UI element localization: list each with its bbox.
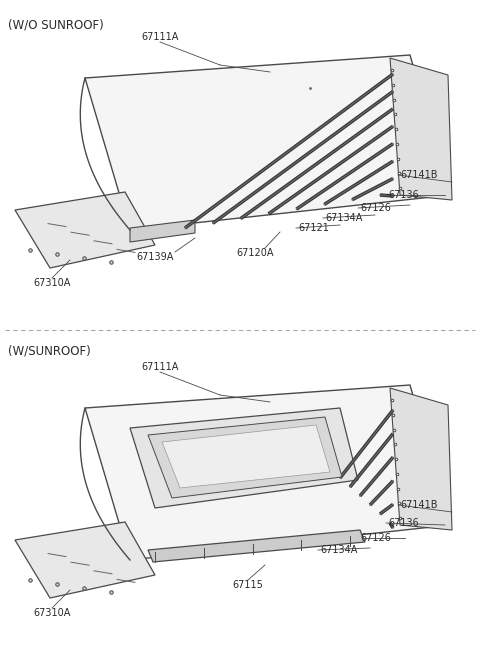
Polygon shape [15,522,155,598]
Text: 67126: 67126 [360,533,391,543]
Polygon shape [148,530,365,562]
Text: 67136: 67136 [388,518,419,528]
Text: 67134A: 67134A [320,545,358,555]
Polygon shape [148,417,342,498]
Text: 67111A: 67111A [141,32,179,42]
Text: 67310A: 67310A [33,608,71,618]
Polygon shape [162,425,330,488]
Text: 67141B: 67141B [400,500,437,510]
Text: 67115: 67115 [233,580,264,590]
Text: 67136: 67136 [388,190,419,200]
Text: 67120A: 67120A [236,248,274,258]
Text: 67121: 67121 [298,223,329,233]
Text: (W/O SUNROOF): (W/O SUNROOF) [8,18,104,31]
Text: (W/SUNROOF): (W/SUNROOF) [8,345,91,358]
Text: 67126: 67126 [360,203,391,213]
Text: 67139A: 67139A [136,252,174,262]
Polygon shape [130,408,358,508]
Text: 67310A: 67310A [33,278,71,288]
Polygon shape [390,388,452,530]
Text: 67141B: 67141B [400,170,437,180]
Polygon shape [85,55,450,230]
Polygon shape [130,220,195,242]
Polygon shape [15,192,155,268]
Polygon shape [85,385,450,560]
Text: 67134A: 67134A [325,213,362,223]
Polygon shape [390,58,452,200]
Text: 67111A: 67111A [141,362,179,372]
